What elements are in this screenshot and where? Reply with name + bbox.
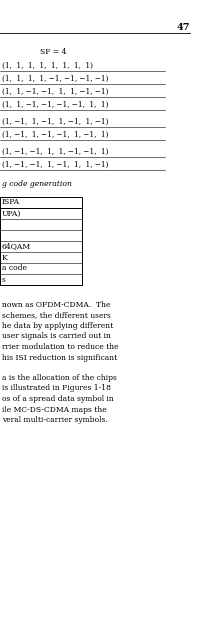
Text: his ISI reduction is significant: his ISI reduction is significant (2, 353, 117, 362)
Text: s: s (2, 275, 6, 284)
Text: he data by applying different: he data by applying different (2, 322, 113, 330)
Text: 64QAM: 64QAM (2, 243, 31, 250)
Text: 47: 47 (176, 24, 190, 33)
Text: user signals is carried out in: user signals is carried out in (2, 333, 111, 340)
Text: (1, −1,  1, −1,  1, −1,  1, −1): (1, −1, 1, −1, 1, −1, 1, −1) (2, 118, 108, 126)
Text: rrier modulation to reduce the: rrier modulation to reduce the (2, 343, 119, 351)
Text: is illustrated in Figures 1-18: is illustrated in Figures 1-18 (2, 385, 111, 392)
Text: a code: a code (2, 264, 27, 273)
Bar (0, 197, 82, 285)
Text: (1,  1,  1,  1,  1,  1,  1,  1): (1, 1, 1, 1, 1, 1, 1, 1) (2, 62, 93, 70)
Text: (1,  1,  1,  1, −1, −1, −1, −1): (1, 1, 1, 1, −1, −1, −1, −1) (2, 75, 108, 83)
Text: SF = 4: SF = 4 (40, 48, 66, 56)
Text: (1,  1, −1, −1, −1, −1,  1,  1): (1, 1, −1, −1, −1, −1, 1, 1) (2, 101, 108, 109)
Text: g code generation: g code generation (2, 180, 72, 188)
Text: K: K (2, 253, 8, 262)
Text: ISPA: ISPA (2, 198, 20, 207)
Text: nown as OFDM-CDMA.  The: nown as OFDM-CDMA. The (2, 301, 110, 309)
Text: veral multi-carrier symbols.: veral multi-carrier symbols. (2, 416, 108, 424)
Text: ile MC-DS-CDMA maps the: ile MC-DS-CDMA maps the (2, 406, 107, 413)
Text: (1, −1,  1, −1, −1,  1, −1,  1): (1, −1, 1, −1, −1, 1, −1, 1) (2, 131, 108, 139)
Text: (1,  1, −1, −1,  1,  1, −1, −1): (1, 1, −1, −1, 1, 1, −1, −1) (2, 88, 108, 96)
Text: (1, −1, −1,  1, −1,  1,  1, −1): (1, −1, −1, 1, −1, 1, 1, −1) (2, 161, 108, 169)
Text: os of a spread data symbol in: os of a spread data symbol in (2, 395, 114, 403)
Text: a is the allocation of the chips: a is the allocation of the chips (2, 374, 117, 382)
Text: UPA): UPA) (2, 209, 21, 218)
Text: schemes, the different users: schemes, the different users (2, 312, 111, 319)
Text: (1, −1, −1,  1,  1, −1, −1,  1): (1, −1, −1, 1, 1, −1, −1, 1) (2, 148, 108, 156)
